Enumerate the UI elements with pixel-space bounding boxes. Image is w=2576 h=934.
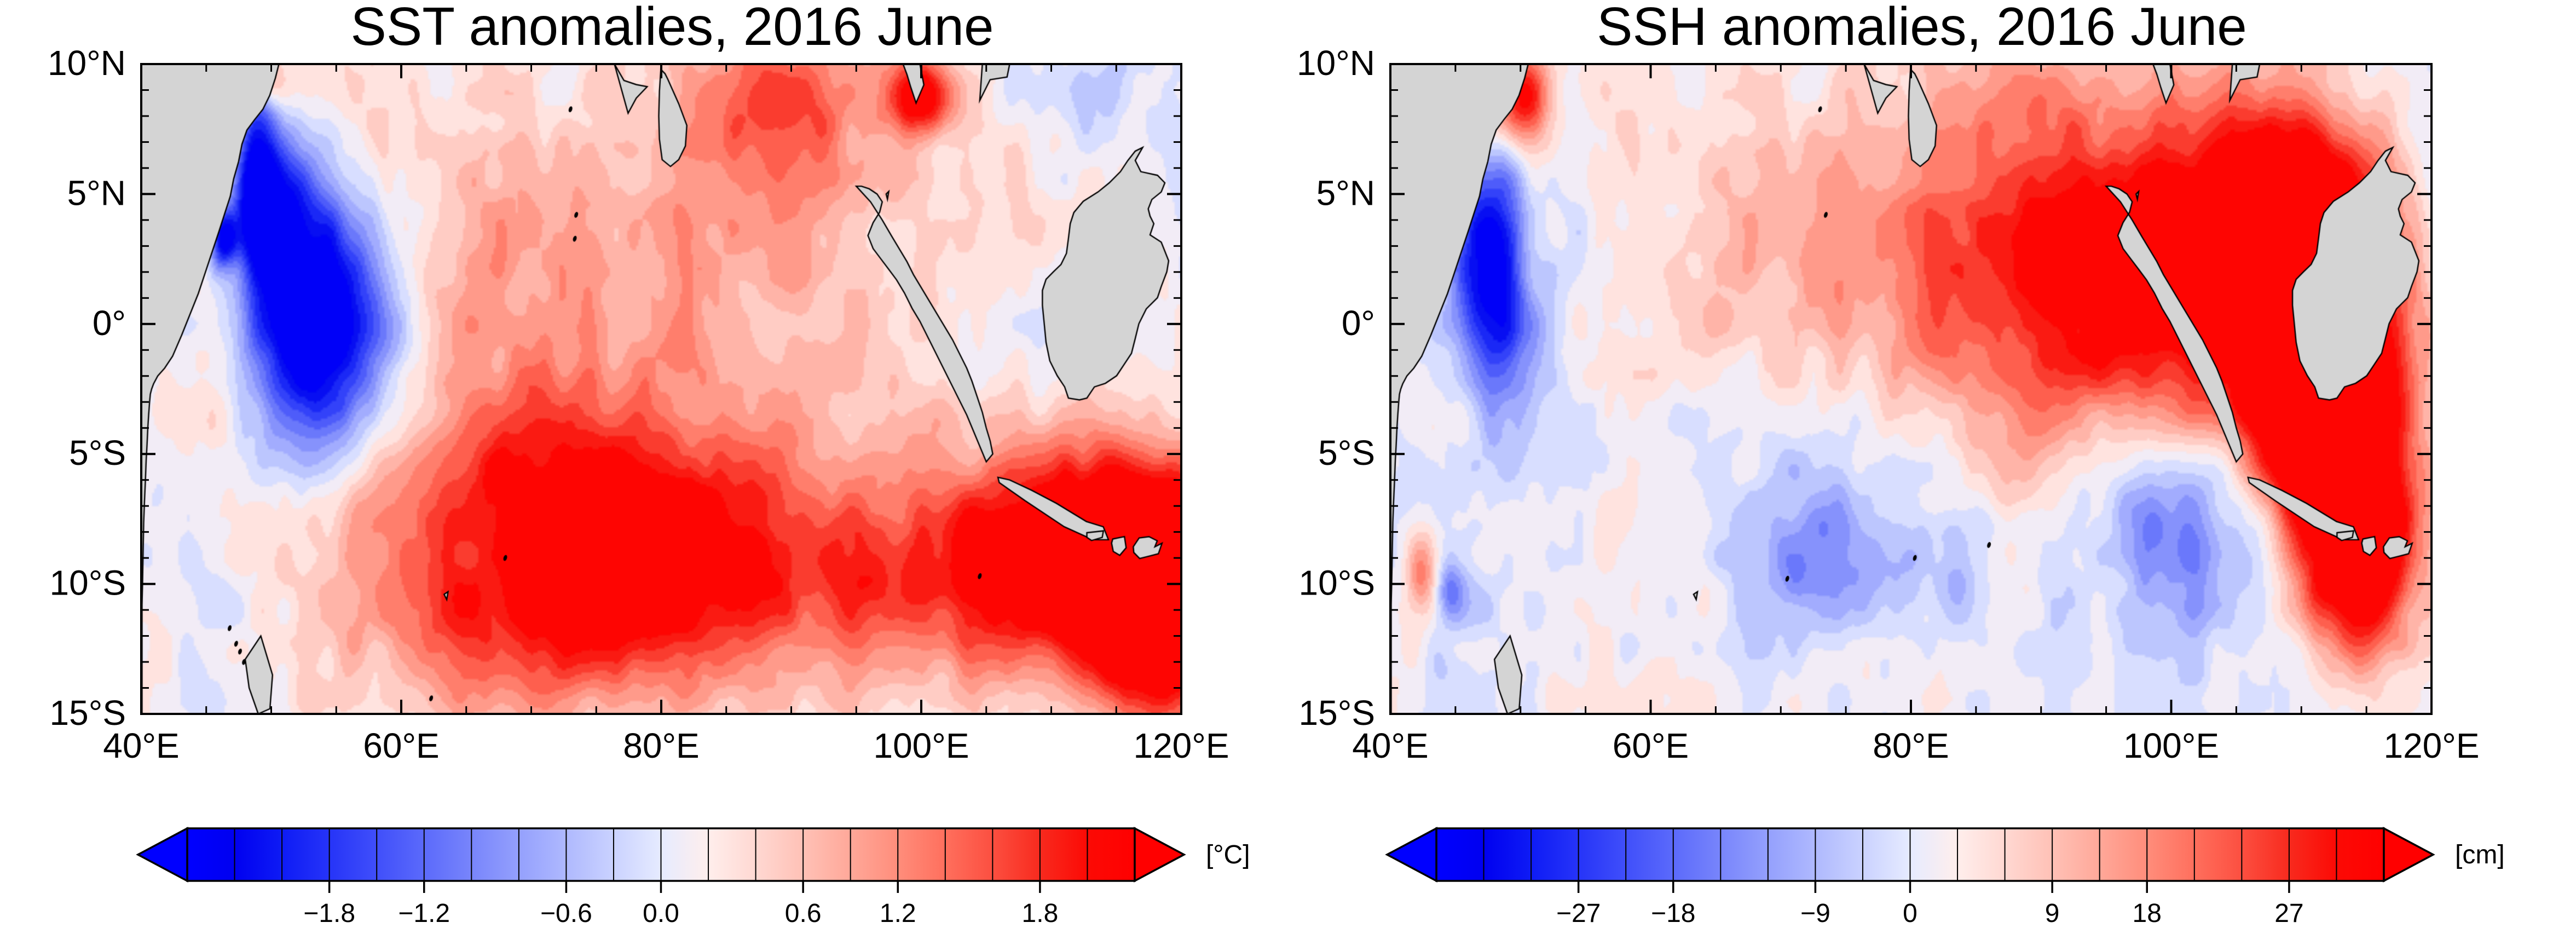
svg-text:0°: 0°: [93, 303, 126, 343]
svg-text:10°S: 10°S: [1299, 563, 1375, 603]
svg-text:0°: 0°: [1342, 303, 1375, 343]
svg-text:1.8: 1.8: [1022, 899, 1059, 928]
svg-text:120°E: 120°E: [1133, 726, 1229, 765]
svg-text:5°N: 5°N: [1316, 173, 1375, 212]
svg-text:5°S: 5°S: [1318, 433, 1375, 472]
svg-text:−0.6: −0.6: [540, 899, 592, 928]
svg-text:80°E: 80°E: [623, 726, 699, 765]
svg-text:SST anomalies, 2016 June: SST anomalies, 2016 June: [351, 0, 994, 56]
svg-text:15°S: 15°S: [50, 693, 126, 733]
svg-text:−18: −18: [1651, 899, 1695, 928]
svg-text:9: 9: [2045, 899, 2060, 928]
svg-text:0: 0: [1903, 899, 1917, 928]
svg-text:10°N: 10°N: [48, 43, 126, 83]
svg-text:60°E: 60°E: [363, 726, 439, 765]
svg-text:60°E: 60°E: [1613, 726, 1689, 765]
svg-text:0.0: 0.0: [643, 899, 679, 928]
svg-text:−9: −9: [1800, 899, 1830, 928]
svg-text:−1.8: −1.8: [303, 899, 355, 928]
svg-text:120°E: 120°E: [2383, 726, 2479, 765]
svg-text:[cm]: [cm]: [2455, 840, 2505, 869]
svg-text:1.2: 1.2: [880, 899, 916, 928]
svg-text:10°N: 10°N: [1297, 43, 1375, 83]
svg-text:5°N: 5°N: [67, 173, 126, 212]
svg-text:−27: −27: [1556, 899, 1601, 928]
svg-text:10°S: 10°S: [50, 563, 126, 603]
svg-text:15°S: 15°S: [1299, 693, 1375, 733]
svg-text:80°E: 80°E: [1873, 726, 1949, 765]
svg-text:5°S: 5°S: [69, 433, 126, 472]
svg-text:0.6: 0.6: [785, 899, 822, 928]
svg-text:SSH anomalies, 2016 June: SSH anomalies, 2016 June: [1597, 0, 2247, 56]
svg-text:100°E: 100°E: [873, 726, 969, 765]
svg-text:27: 27: [2274, 899, 2303, 928]
svg-text:100°E: 100°E: [2123, 726, 2219, 765]
svg-text:−1.2: −1.2: [398, 899, 450, 928]
svg-text:18: 18: [2133, 899, 2162, 928]
svg-text:[°C]: [°C]: [1206, 840, 1250, 869]
